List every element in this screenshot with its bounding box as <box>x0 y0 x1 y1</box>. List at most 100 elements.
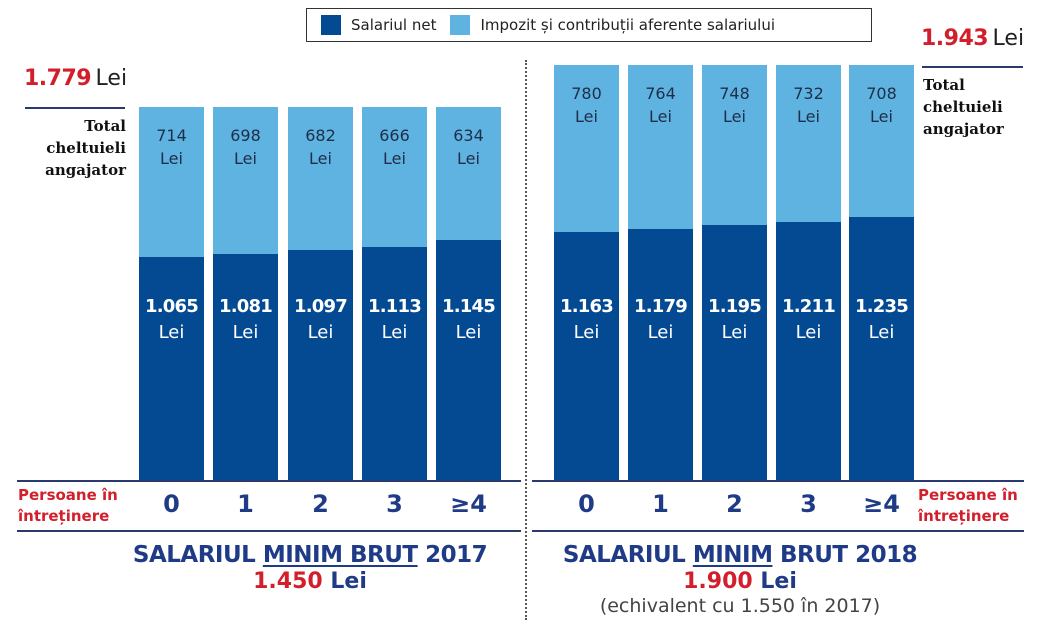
legend-item-net-salary: Salariul net <box>307 15 436 35</box>
bar-segment-net-salary <box>436 240 501 481</box>
gross-2018-value: 1.900 <box>683 569 753 594</box>
category-label-2017-0: 0 <box>163 490 180 518</box>
bar-segment-net-salary <box>776 221 841 481</box>
dependents-label-left: Persoane în întreținere <box>18 485 118 527</box>
gross-2018-unit: Lei <box>760 569 797 594</box>
bar-2017-3: 666 Lei 1.113 Lei <box>362 107 427 481</box>
data-label-net-salary-value: 1.179 <box>634 296 688 317</box>
total-label-line-2: cheltuieli <box>923 98 1003 116</box>
axis-bottom-rule-left <box>17 530 521 532</box>
data-label-taxes-value: 682 <box>305 126 336 145</box>
bar-segment-taxes <box>628 65 693 229</box>
bar-2017-4: 634 Lei 1.145 Lei <box>436 107 501 481</box>
bar-2017-1: 698 Lei 1.081 Lei <box>213 107 278 481</box>
data-label-taxes: 634 Lei <box>436 124 501 170</box>
bar-segment-taxes <box>213 107 278 254</box>
data-label-net-salary-value: 1.235 <box>855 296 909 317</box>
total-label-line-3: angajator <box>923 120 1004 138</box>
total-cost-2017-rule <box>25 107 125 109</box>
dependents-label-right: Persoane în întreținere <box>918 485 1018 527</box>
total-cost-2017-unit: Lei <box>95 66 128 91</box>
data-label-net-salary-unit: Lei <box>455 322 482 343</box>
title-2018-post: 2018 <box>847 542 918 568</box>
axis-baseline-right <box>532 480 1024 482</box>
bar-2018-2: 748 Lei 1.195 Lei <box>702 65 767 481</box>
data-label-net-salary: 1.235 Lei <box>849 293 914 346</box>
bar-segment-net-salary <box>362 247 427 481</box>
data-label-net-salary: 1.211 Lei <box>776 293 841 346</box>
data-label-taxes-value: 714 <box>156 126 187 145</box>
data-label-taxes: 708 Lei <box>849 82 914 128</box>
data-label-net-salary: 1.145 Lei <box>436 293 501 346</box>
total-cost-2017-value: 1.779 <box>24 66 92 91</box>
data-label-taxes-unit: Lei <box>383 149 406 168</box>
bar-segment-taxes <box>139 107 204 258</box>
data-label-net-salary: 1.163 Lei <box>554 293 619 346</box>
data-label-net-salary-unit: Lei <box>573 322 600 343</box>
data-label-net-salary-unit: Lei <box>868 322 895 343</box>
title-2018-mid: BRUT <box>772 542 848 568</box>
legend-swatch-net-salary <box>321 15 341 35</box>
data-label-net-salary: 1.097 Lei <box>288 293 353 346</box>
category-label-2017-3: 3 <box>386 490 403 518</box>
total-cost-2018-unit: Lei <box>992 26 1025 51</box>
data-label-taxes: 732 Lei <box>776 82 841 128</box>
legend-label-net-salary: Salariul net <box>351 16 437 34</box>
data-label-taxes-unit: Lei <box>649 107 672 126</box>
data-label-net-salary-value: 1.113 <box>368 296 422 317</box>
title-2018-underlined: MINIM <box>692 542 773 568</box>
bar-2018-3: 732 Lei 1.211 Lei <box>776 65 841 481</box>
gross-2018: 1.900 Lei <box>530 569 950 595</box>
bar-segment-net-salary <box>554 231 619 481</box>
data-label-taxes-unit: Lei <box>797 107 820 126</box>
bar-segment-net-salary <box>213 253 278 481</box>
data-label-net-salary-unit: Lei <box>307 322 334 343</box>
data-label-taxes-value: 708 <box>866 84 897 103</box>
category-label-2017-1: 1 <box>237 490 254 518</box>
data-label-net-salary-value: 1.195 <box>708 296 762 317</box>
data-label-taxes-unit: Lei <box>870 107 893 126</box>
data-label-taxes: 764 Lei <box>628 82 693 128</box>
bar-segment-taxes <box>554 65 619 232</box>
axis-baseline-left <box>17 480 521 482</box>
bar-segment-taxes <box>776 65 841 222</box>
bar-segment-taxes <box>849 65 914 217</box>
title-2018: SALARIUL MINIM BRUT 2018 <box>530 542 950 569</box>
total-label-line-1: Total <box>84 117 126 135</box>
bar-2017-0: 714 Lei 1.065 Lei <box>139 107 204 481</box>
data-label-taxes-value: 780 <box>571 84 602 103</box>
total-label-line-1: Total <box>923 76 965 94</box>
title-2017-pre: SALARIUL <box>132 542 263 568</box>
data-label-taxes-value: 748 <box>719 84 750 103</box>
bar-2017-2: 682 Lei 1.097 Lei <box>288 107 353 481</box>
total-label-line-2: cheltuieli <box>46 139 126 157</box>
bar-2018-0: 780 Lei 1.163 Lei <box>554 65 619 481</box>
dependents-label-line-1: Persoane în <box>18 486 118 504</box>
data-label-taxes-value: 634 <box>453 126 484 145</box>
data-label-taxes-value: 764 <box>645 84 676 103</box>
total-cost-2017-label: Total cheltuieli angajator <box>20 115 126 181</box>
data-label-net-salary-unit: Lei <box>232 322 259 343</box>
data-label-taxes-unit: Lei <box>575 107 598 126</box>
bar-segment-net-salary <box>849 216 914 481</box>
data-label-net-salary-value: 1.145 <box>442 296 496 317</box>
bar-segment-net-salary <box>139 257 204 481</box>
dependents-label-line-2: întreținere <box>918 507 1010 525</box>
data-label-taxes-value: 698 <box>230 126 261 145</box>
gross-2017-unit: Lei <box>330 569 367 594</box>
group-title-2017: SALARIUL MINIM BRUT 2017 1.450 Lei <box>100 542 520 595</box>
title-2017: SALARIUL MINIM BRUT 2017 <box>100 542 520 569</box>
category-label-2018-2: 2 <box>726 490 743 518</box>
data-label-taxes-unit: Lei <box>457 149 480 168</box>
category-label-2018-3: 3 <box>800 490 817 518</box>
group-divider <box>525 60 527 620</box>
data-label-taxes: 780 Lei <box>554 82 619 128</box>
gross-2017-value: 1.450 <box>253 569 323 594</box>
data-label-taxes: 666 Lei <box>362 124 427 170</box>
bar-segment-taxes <box>362 107 427 247</box>
data-label-net-salary-value: 1.097 <box>294 296 348 317</box>
total-cost-2018: 1.943 Lei <box>921 26 1024 51</box>
category-label-2018-1: 1 <box>652 490 669 518</box>
data-label-taxes-unit: Lei <box>234 149 257 168</box>
gross-2017: 1.450 Lei <box>100 569 520 595</box>
